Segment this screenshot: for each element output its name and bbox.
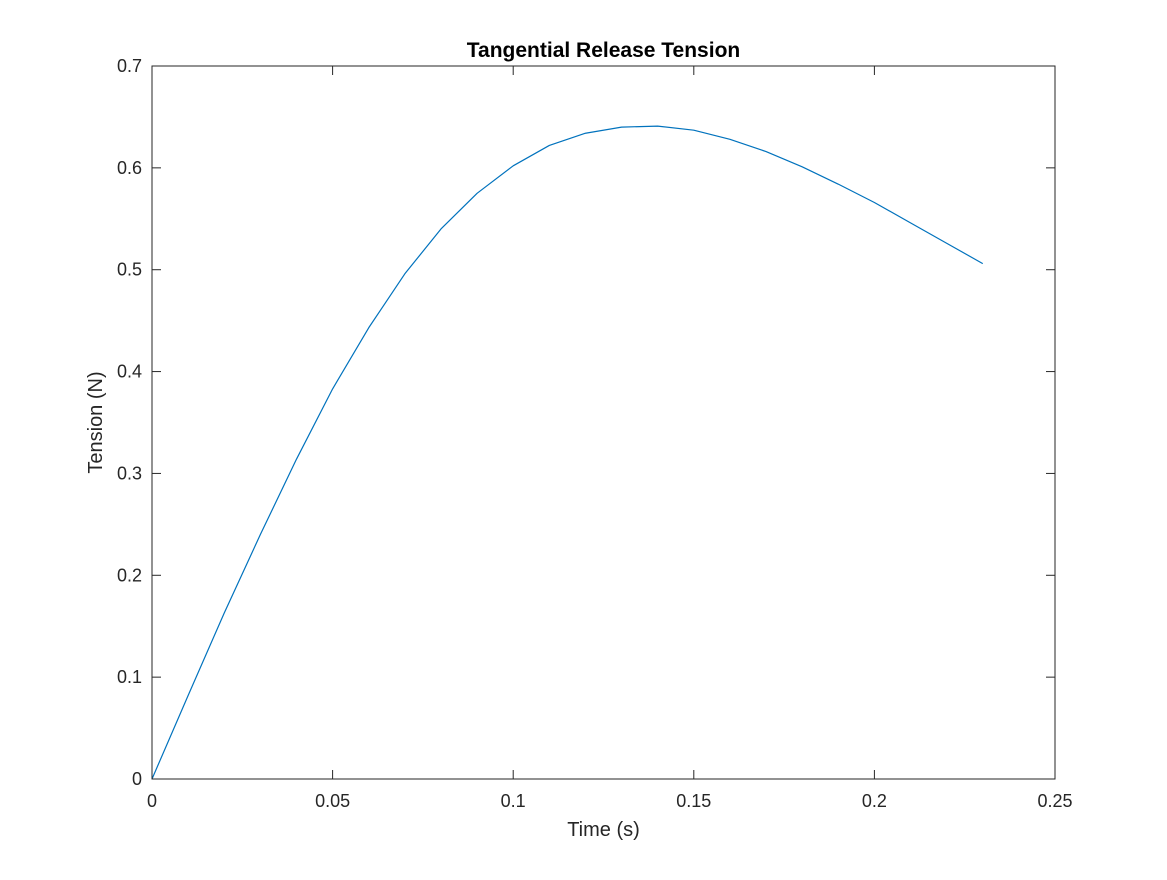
x-tick-label: 0.2 bbox=[862, 791, 887, 811]
x-tick-label: 0.25 bbox=[1037, 791, 1072, 811]
x-tick-label: 0.1 bbox=[501, 791, 526, 811]
series-layer bbox=[151, 125, 984, 780]
plot-area-background bbox=[152, 66, 1055, 779]
series-line-0 bbox=[151, 125, 984, 780]
y-tick-label: 0.2 bbox=[117, 565, 142, 585]
y-tick-label: 0.3 bbox=[117, 463, 142, 483]
y-axis-label: Tension (N) bbox=[85, 371, 107, 473]
x-tick-label: 0.15 bbox=[676, 791, 711, 811]
y-tick-label: 0.6 bbox=[117, 158, 142, 178]
chart-title: Tangential Release Tension bbox=[467, 39, 740, 62]
plot-frame bbox=[151, 65, 1056, 780]
x-axis-label: Time (s) bbox=[567, 819, 640, 841]
y-tick-label: 0.1 bbox=[117, 667, 142, 687]
y-tick-label: 0.4 bbox=[117, 362, 142, 382]
y-tick-label: 0 bbox=[132, 769, 142, 789]
y-tick-label: 0.7 bbox=[117, 56, 142, 76]
tick-labels-layer: 0 0.05 0.1 0.15 0.2 0.25 0 0.1 0.2 0.3 0.4 0.5 0.6 0.… bbox=[117, 56, 1073, 811]
y-tick-label: 0.5 bbox=[117, 260, 142, 280]
x-tick-label: 0 bbox=[147, 791, 157, 811]
x-tick-label: 0.05 bbox=[315, 791, 350, 811]
